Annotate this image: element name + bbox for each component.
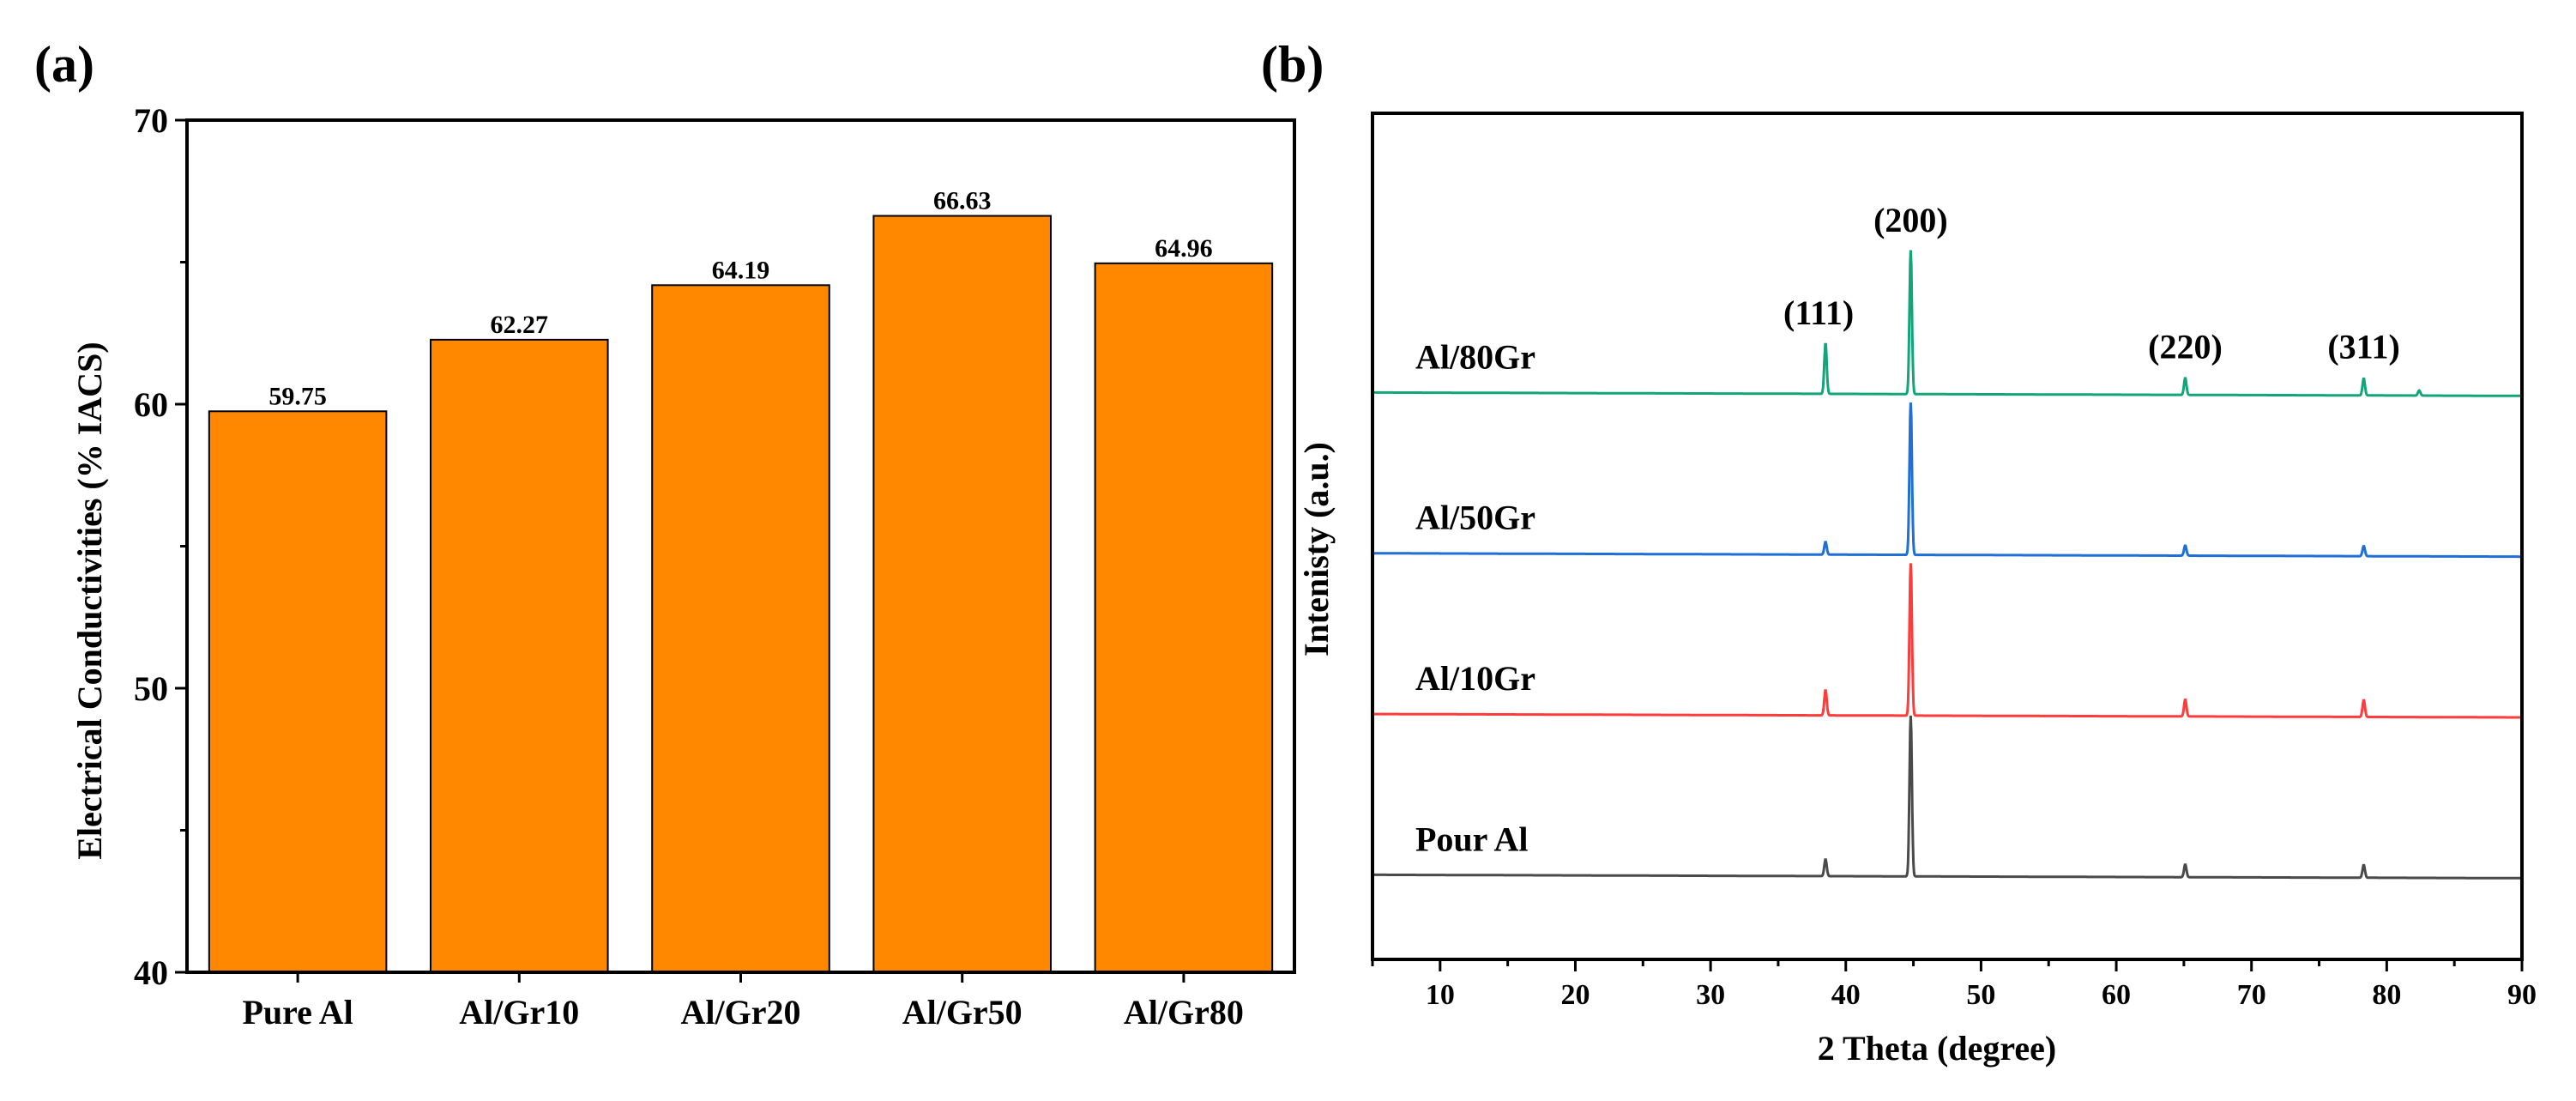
bar-value-label-4: 64.96 — [1155, 234, 1213, 263]
bar-2 — [651, 284, 830, 974]
series-line-0 — [1372, 715, 2522, 880]
panel-b: (b) Intenisty (a.u.) 2 Theta (degree) Po… — [1261, 36, 2537, 1068]
bar-3 — [872, 215, 1052, 973]
peak-annotation-3: (311) — [2327, 328, 2399, 366]
x-tick-label-5: 60 — [2102, 979, 2131, 1011]
x-tick-label-8: 90 — [2507, 979, 2537, 1011]
bar-1 — [430, 338, 609, 974]
bar-value-label-1: 62.27 — [491, 311, 549, 339]
peak-annotation-0: (111) — [1783, 293, 1854, 332]
series-line-2 — [1372, 402, 2522, 559]
panel-a-plot-frame — [185, 118, 1296, 974]
panel-b-x-axis-title: 2 Theta (degree) — [1818, 1029, 2056, 1068]
panel-b-label: (b) — [1261, 36, 1324, 93]
x-tick-label-1: 20 — [1560, 979, 1590, 1011]
x-tick-label-7: 80 — [2372, 979, 2401, 1011]
x-tick-label-1: Al/Gr10 — [459, 993, 579, 1031]
series-label-0: Pour Al — [1415, 820, 1529, 858]
x-tick-label-4: Al/Gr80 — [1124, 993, 1244, 1031]
x-tick-label-3: 40 — [1831, 979, 1861, 1011]
peak-annotation-1: (200) — [1873, 201, 1948, 239]
y-tick-label-2: 60 — [134, 385, 168, 424]
panel-a-label: (a) — [34, 36, 94, 93]
bar-4 — [1094, 262, 1274, 974]
series-label-3: Al/80Gr — [1415, 337, 1535, 376]
panel-b-plot-frame — [1371, 112, 2524, 961]
x-tick-label-4: 50 — [1966, 979, 1995, 1011]
x-tick-label-0: 10 — [1426, 979, 1455, 1011]
panel-b-y-axis-title: Intenisty (a.u.) — [1297, 442, 1336, 656]
panel-a-plot: 59.75 Pure Al 62.27 Al/Gr10 64.19 Al/Gr20 66.6… — [134, 101, 1274, 1031]
y-tick-label-1: 50 — [134, 669, 168, 708]
x-tick-label-3: Al/Gr50 — [902, 993, 1023, 1031]
panel-a: (a) Electrical Conductivities (% IACS) 5… — [34, 36, 1296, 1031]
x-tick-label-0: Pure Al — [242, 993, 353, 1031]
bar-0 — [208, 410, 388, 973]
y-tick-label-0: 40 — [134, 953, 168, 992]
peak-annotation-2: (220) — [2148, 328, 2223, 366]
series-line-1 — [1372, 563, 2522, 719]
x-tick-label-6: 70 — [2237, 979, 2266, 1011]
bar-value-label-3: 66.63 — [933, 187, 992, 215]
bar-value-label-0: 59.75 — [268, 382, 327, 410]
bar-value-label-2: 64.19 — [712, 256, 770, 284]
series-label-2: Al/50Gr — [1415, 499, 1535, 537]
x-tick-label-2: 30 — [1696, 979, 1725, 1011]
series-label-1: Al/10Gr — [1415, 659, 1535, 698]
x-tick-label-2: Al/Gr20 — [681, 993, 801, 1031]
series-line-3 — [1372, 250, 2522, 397]
panel-b-plot: Pour Al Al/10Gr Al/50Gr Al/80Gr (111) (200) (2… — [1371, 201, 2537, 1011]
y-tick-label-3: 70 — [134, 101, 168, 140]
panel-a-y-axis-title: Electrical Conductivities (% IACS) — [70, 342, 109, 859]
